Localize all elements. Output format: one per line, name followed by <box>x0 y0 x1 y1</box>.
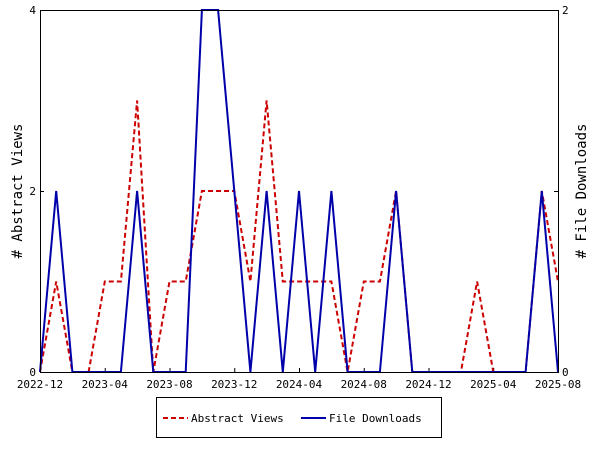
y-tick-label-right: 0 <box>562 366 569 379</box>
y-tick-label-left: 4 <box>29 4 36 17</box>
x-tick-label: 2024-12 <box>405 378 451 391</box>
legend-label-abstract-views: Abstract Views <box>191 412 284 425</box>
x-tick-label: 2023-08 <box>146 378 192 391</box>
legend-label-file-downloads: File Downloads <box>329 412 422 425</box>
x-tick-label: 2025-08 <box>535 378 581 391</box>
x-tick-label: 2023-04 <box>82 378 129 391</box>
series-lines <box>39 9 559 373</box>
y-tick-label-right: 2 <box>562 4 569 17</box>
x-tick-label: 2024-04 <box>276 378 323 391</box>
legend: Abstract Views File Downloads <box>156 397 442 438</box>
plot-area-frame <box>40 10 559 373</box>
series-line-file-downloads <box>39 9 559 373</box>
y-tick-label-left: 2 <box>29 185 36 198</box>
y-axis-title-left: # Abstract Views <box>10 124 26 259</box>
legend-box <box>156 397 442 438</box>
x-tick-label: 2022-12 <box>17 378 63 391</box>
tick-labels: 2022-12 2023-04 2023-08 2023-12 2024-04 2024-… <box>17 4 581 391</box>
y-axis-title-right: # File Downloads <box>574 124 590 259</box>
x-tick-label: 2024-08 <box>341 378 387 391</box>
y-tick-label-left: 0 <box>29 366 36 379</box>
series-line-abstract-views <box>39 100 559 373</box>
x-tick-label: 2025-04 <box>470 378 517 391</box>
x-tick-label: 2023-12 <box>211 378 257 391</box>
